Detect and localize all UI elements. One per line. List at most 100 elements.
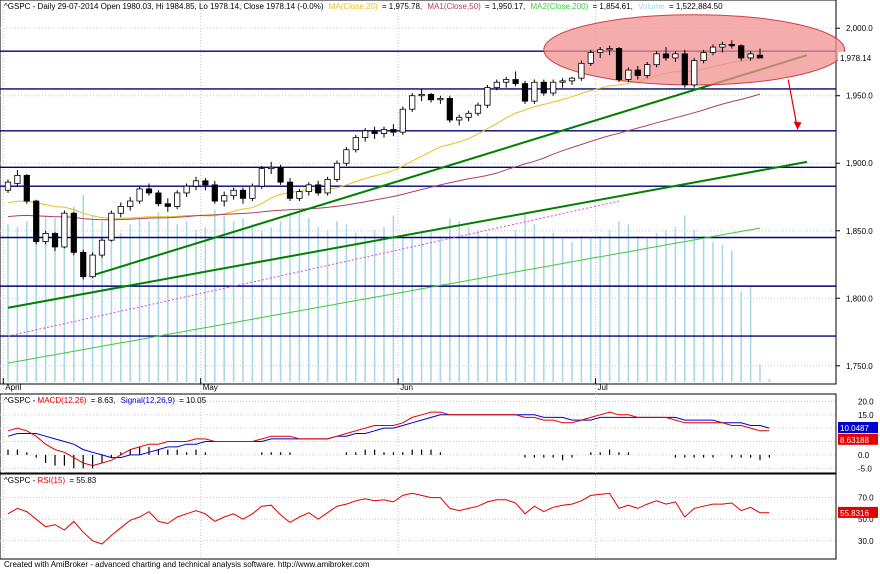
candle-body [89, 254, 96, 278]
signal-badge-bg [838, 422, 878, 434]
macd-header-prefix: ^GSPC - [4, 396, 38, 405]
candle-body [474, 104, 482, 114]
macd-tick-label: 0.0 [858, 451, 870, 460]
candle-body [211, 184, 218, 202]
candle-body [540, 81, 547, 94]
signal-value: = 10.05 [179, 396, 206, 405]
last-close-badge-bg [838, 51, 878, 63]
ma200-line [7, 227, 761, 364]
candle-body [512, 79, 519, 84]
macd-badge-bg [838, 433, 878, 445]
signal-badge: 10.0487 [840, 424, 869, 433]
annotation-arrow [787, 79, 802, 130]
candle-body [615, 48, 623, 80]
candle-body [606, 48, 613, 51]
candle-body [192, 180, 200, 187]
rsi-badge-bg [838, 506, 878, 518]
candle-body [42, 233, 49, 242]
candle-body [117, 206, 124, 214]
ma200-value: = 1,854.61, [593, 2, 633, 11]
rsi-badge: 55.8316 [840, 509, 869, 518]
ma50-label: MA1(Close,50) [427, 2, 481, 11]
candle-body [437, 98, 444, 101]
candle-body [587, 52, 594, 64]
candle-body [738, 45, 745, 59]
candle-body [578, 62, 585, 79]
candle-body [531, 81, 538, 102]
candle-body [315, 184, 322, 194]
candle-body [719, 44, 726, 48]
month-label: Jun [400, 383, 413, 392]
candle-body [634, 69, 641, 76]
candle-body [465, 112, 472, 118]
candle-body [249, 185, 256, 199]
candle-body [174, 192, 181, 207]
macd-tick-label: -5.0 [858, 464, 872, 473]
arrow-head [793, 121, 802, 130]
candle-body [136, 188, 143, 202]
candle-body [371, 130, 378, 134]
value-badges: 1,978.14 10.0487 8.63188 55.8316 [838, 51, 878, 518]
candle-body [155, 192, 162, 205]
candle-body [4, 181, 12, 191]
macd-panel[interactable] [0, 393, 837, 474]
axis-labels: 2,000.0 1,950.0 1,900.0 1,850.0 1,800.0 1,750… [2, 24, 874, 546]
candle-body [14, 174, 21, 184]
month-label: May [203, 383, 218, 392]
rsi-panel[interactable] [0, 473, 837, 560]
candle-body [662, 53, 670, 59]
last-close-badge: 1,978.14 [840, 54, 872, 63]
rsi-header-prefix: ^GSPC - [4, 476, 38, 485]
candle-body [333, 162, 341, 180]
candle-body [503, 79, 510, 83]
candle-body [343, 149, 350, 164]
candle-body [324, 179, 331, 194]
candle-body [23, 174, 30, 202]
rsi-tick-label: 30.0 [858, 537, 874, 546]
candle-body [380, 129, 388, 134]
price-header-main: ^GSPC - Daily 29-07-2014 Open 1980.03, H… [4, 2, 324, 11]
month-label: Jul [598, 383, 608, 392]
trend-line [7, 160, 808, 309]
candle-body [653, 53, 660, 66]
macd-lines [7, 411, 771, 469]
candle-body [644, 64, 651, 76]
candle-body [305, 184, 312, 192]
candle-body [681, 53, 688, 86]
candle-body [230, 189, 237, 197]
candle-body [239, 189, 247, 199]
price-tick-label: 2,000.0 [846, 24, 873, 33]
arrow-shaft [787, 79, 799, 130]
candle-body [418, 93, 425, 97]
month-label: April [5, 383, 21, 392]
candle-body [221, 195, 228, 202]
ma50-value: = 1,950.17, [485, 2, 525, 11]
candle-body [709, 46, 717, 53]
candle-body [80, 251, 87, 278]
candle-body [277, 166, 284, 183]
candle-body [286, 181, 294, 199]
candle-body [296, 191, 303, 199]
candle-body [700, 52, 707, 62]
ma-projection-dotted [7, 200, 620, 337]
macd-value: = 8.63, [91, 396, 116, 405]
price-tick-label: 1,750.0 [846, 362, 873, 371]
rsi-line [7, 492, 770, 545]
candle-body [390, 129, 397, 133]
rsi-label: RSI(15) [38, 476, 66, 485]
candle-body [597, 49, 604, 53]
macd-badge: 8.63188 [840, 436, 869, 445]
macd-label: MACD(12,26) [38, 396, 87, 405]
candle-body [51, 233, 59, 248]
price-tick-label: 1,950.0 [846, 92, 873, 101]
rsi-value: = 55.83 [69, 476, 96, 485]
rsi-tick-label: 50.0 [858, 515, 874, 524]
candle-body [70, 212, 77, 253]
candle-body [550, 81, 557, 94]
candle-body [568, 77, 576, 82]
candle-body [747, 53, 754, 59]
candle-body [98, 239, 106, 256]
candle-body [691, 60, 698, 86]
candle-body [145, 188, 153, 194]
rsi-header: ^GSPC - RSI(15) = 55.83 [4, 476, 97, 485]
